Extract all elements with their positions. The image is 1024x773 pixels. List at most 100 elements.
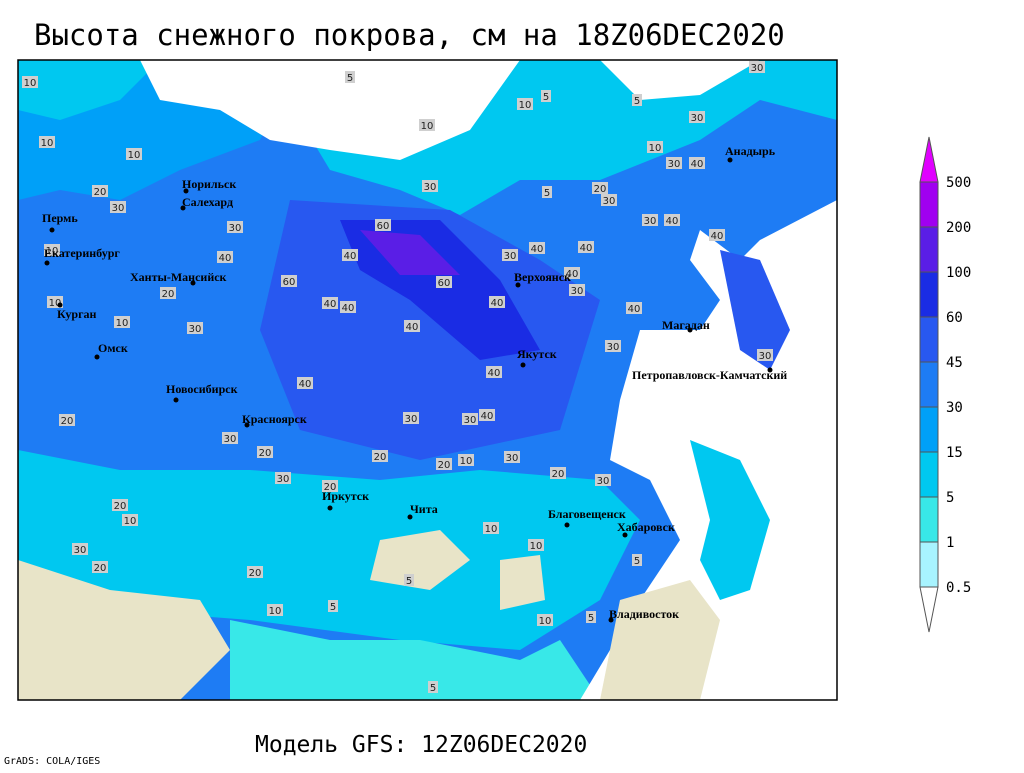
colorbar-box [919,406,939,453]
contour-label: 10 [539,616,552,627]
city-dot [244,422,250,428]
contour-label-box [502,249,518,261]
contour-label-box [44,244,60,256]
contour-label: 20 [259,448,272,459]
colorbar-box [919,271,939,318]
contour-label: 10 [421,121,434,132]
contour-label-box [422,180,438,192]
contour-label: 5 [430,683,436,694]
city-dot [407,514,413,520]
city-label: Омск [98,341,128,355]
city-label: Чита [410,502,438,516]
contour-label: 30 [74,545,87,556]
colorbar-label: 60 [946,310,963,326]
contour-label-box [403,412,419,424]
colorbar-label: 15 [946,445,963,461]
colorbar-label: 100 [946,265,971,281]
contour-label: 40 [580,243,593,254]
contour-label-box [247,566,263,578]
city-label: Магадан [662,318,710,332]
contour-label-box [281,275,297,287]
colorbar-cap [919,136,939,183]
contour-label: 30 [424,182,437,193]
contour-label: 30 [597,476,610,487]
contour-label-box [586,611,596,623]
colorbar-label: 45 [946,355,963,371]
colorbar-box [919,361,939,408]
contour-label-box [569,284,585,296]
contour-label-box [436,458,452,470]
city-dot [564,522,570,528]
contour-label: 30 [668,159,681,170]
contour-label: 30 [571,286,584,297]
contour-label-box [419,119,435,131]
city-label: Хабаровск [617,520,675,534]
contour-label: 10 [269,606,282,617]
contour-label: 10 [124,516,137,527]
contour-label-box [517,98,533,110]
contour-label: 30 [224,434,237,445]
contour-label: 40 [406,322,419,333]
contour-label-box [689,157,705,169]
city-dot [180,205,186,211]
contour-label-box [486,366,502,378]
contour-label: 30 [277,474,290,485]
contour-label: 40 [566,269,579,280]
contour-label: 40 [666,216,679,227]
contour-label-box [601,194,617,206]
contour-label-box [537,614,553,626]
contour-label: 20 [324,482,337,493]
city-label: Новосибирск [166,382,238,396]
contour-label-box [126,148,142,160]
contour-label: 30 [504,251,517,262]
contour-label-box [592,182,608,194]
colorbar-box [919,181,939,228]
contour-label: 40 [342,303,355,314]
contour-label-box [257,446,273,458]
contour-label: 40 [488,368,501,379]
city-label: Пермь [42,211,78,225]
contour-label: 60 [377,221,390,232]
contour-label: 30 [607,342,620,353]
contour-label-box [541,90,551,102]
contour-label-box [642,214,658,226]
contour-label: 40 [691,159,704,170]
contour-label-box [605,340,621,352]
contour-label-box [436,276,452,288]
contour-label-box [372,450,388,462]
contour-label-box [345,71,355,83]
contour-label: 20 [552,469,565,480]
contour-label: 10 [485,524,498,535]
city-dot [327,505,333,511]
contour-label-box [504,451,520,463]
contour-label: 10 [49,298,62,309]
city-dot [608,617,614,623]
city-dot [190,280,196,286]
contour-label-box [114,316,130,328]
contour-label: 40 [711,231,724,242]
contour-label-box [217,251,233,263]
contour-label: 10 [24,78,37,89]
city-dot [94,354,100,360]
city-dot [622,532,628,538]
contour-label-box [322,480,338,492]
contour-label: 20 [61,416,74,427]
city-dot [520,362,526,368]
city-label: Салехард [182,195,233,209]
contour-label: 10 [460,456,473,467]
contour-label: 40 [481,411,494,422]
contour-label-box [39,136,55,148]
city-label: Иркутск [322,489,369,503]
contour-label: 10 [116,318,129,329]
contour-label: 60 [438,278,451,289]
city-dot [687,327,693,333]
contour-label: 10 [46,246,59,257]
contour-label: 30 [229,223,242,234]
colorbar-box [919,451,939,498]
contour-label-box [458,454,474,466]
contour-label: 5 [634,96,640,107]
contour-label: 40 [324,299,337,310]
city-dot [727,157,733,163]
